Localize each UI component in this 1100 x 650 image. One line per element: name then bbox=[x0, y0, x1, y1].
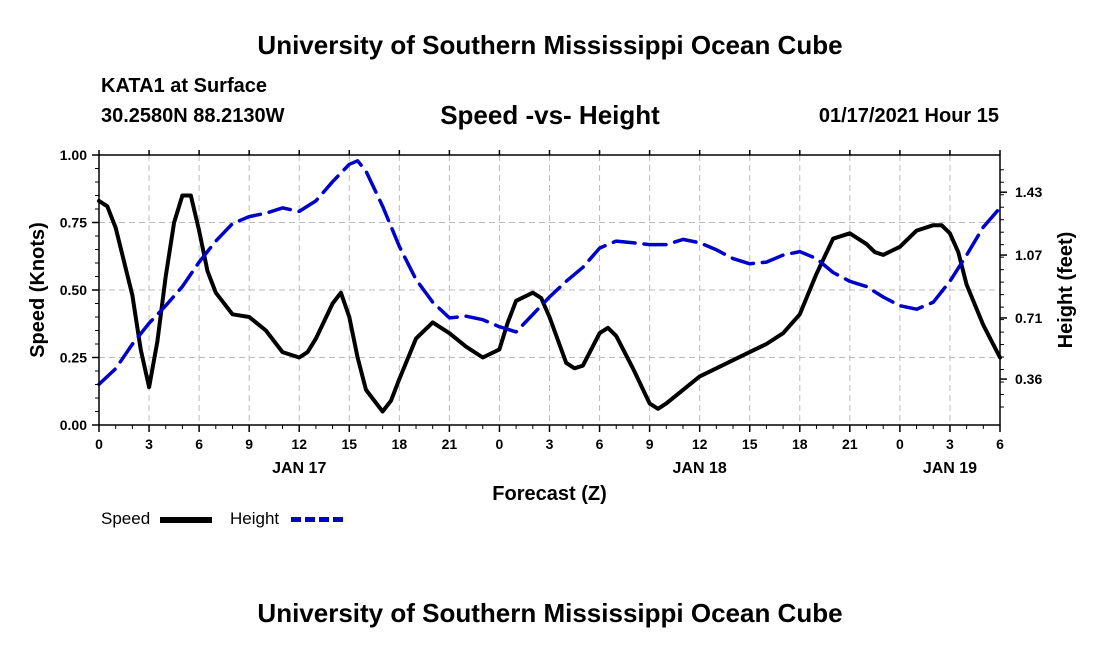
y2-tick-label: 0.36 bbox=[1015, 371, 1042, 387]
y-tick-label: 0.50 bbox=[60, 282, 87, 298]
legend-height-label: Height bbox=[230, 509, 280, 528]
y2-tick-label: 1.07 bbox=[1015, 247, 1042, 263]
x-tick-label: 12 bbox=[692, 436, 708, 452]
x-tick-label: 0 bbox=[95, 436, 103, 452]
x-tick-label: 21 bbox=[442, 436, 458, 452]
x-tick-label: 3 bbox=[546, 436, 554, 452]
y2-axis-title: Height (feet) bbox=[1055, 232, 1077, 349]
x-tick-label: 6 bbox=[195, 436, 203, 452]
station-label: KATA1 at Surface bbox=[101, 75, 267, 97]
y-tick-label: 1.00 bbox=[60, 147, 87, 163]
day-label: JAN 18 bbox=[673, 460, 727, 477]
y-axis-title: Speed (Knots) bbox=[27, 222, 49, 358]
y2-tick-label: 1.43 bbox=[1015, 184, 1042, 200]
legend-height-swatch bbox=[291, 517, 343, 522]
day-label: JAN 17 bbox=[272, 460, 326, 477]
x-axis-title: Forecast (Z) bbox=[492, 483, 606, 505]
x-tick-label: 15 bbox=[742, 436, 758, 452]
y-tick-label: 0.75 bbox=[60, 215, 87, 231]
x-tick-label: 18 bbox=[792, 436, 808, 452]
station-coords: 30.2580N 88.2130W bbox=[101, 105, 285, 127]
x-tick-label: 3 bbox=[145, 436, 153, 452]
x-tick-label: 18 bbox=[392, 436, 408, 452]
series-speed-line bbox=[97, 193, 1002, 414]
x-tick-label: 12 bbox=[291, 436, 307, 452]
axis-ticks bbox=[92, 150, 1007, 432]
x-tick-label: 0 bbox=[896, 436, 904, 452]
x-tick-label: 21 bbox=[842, 436, 858, 452]
x-tick-label: 3 bbox=[946, 436, 954, 452]
legend-speed-label: Speed bbox=[101, 509, 151, 528]
x-tick-label: 15 bbox=[341, 436, 357, 452]
y2-tick-label: 0.71 bbox=[1015, 310, 1042, 326]
footer-title: University of Southern Mississippi Ocean… bbox=[257, 598, 843, 628]
page-title: University of Southern Mississippi Ocean… bbox=[257, 30, 843, 60]
y-tick-label: 0.25 bbox=[60, 350, 87, 366]
axis-labels: 0 3 6 9 12 15 18 21 0 3 6 9 12 15 18 21 0 3 6 0.00 0.25 0.50 0… bbox=[27, 147, 1077, 505]
forecast-datetime: 01/17/2021 Hour 15 bbox=[818, 105, 999, 127]
chart-title: Speed -vs- Height bbox=[440, 100, 660, 130]
legend-speed-swatch bbox=[160, 517, 212, 523]
series-height-line bbox=[97, 159, 1002, 387]
x-tick-label: 6 bbox=[996, 436, 1004, 452]
x-tick-label: 0 bbox=[496, 436, 504, 452]
y-tick-label: 0.00 bbox=[60, 417, 87, 433]
x-tick-label: 6 bbox=[596, 436, 604, 452]
day-label: JAN 19 bbox=[923, 460, 977, 477]
x-tick-label: 9 bbox=[646, 436, 654, 452]
series-layer bbox=[97, 159, 1002, 414]
x-tick-label: 9 bbox=[245, 436, 253, 452]
grid bbox=[99, 155, 1000, 425]
